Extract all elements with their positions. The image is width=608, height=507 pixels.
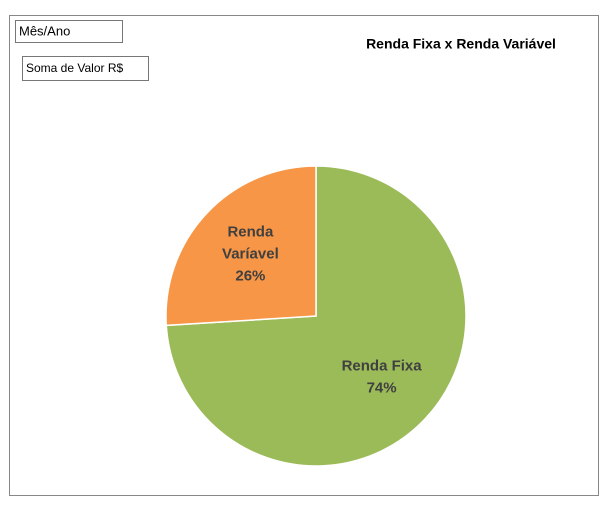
field-button-label[interactable]: Soma de Valor R$ [26,61,123,75]
field-button[interactable] [22,56,149,81]
slice-category-label: Renda Fixa [342,358,423,375]
slice-category-label: Renda Varíavel [222,223,279,262]
slice-value-label: 74% [367,380,397,397]
field-button[interactable] [15,20,123,43]
slice-value-label: 26% [235,267,265,284]
field-button-label[interactable]: Mês/Ano [19,23,70,38]
chart-title: Renda Fixa x Renda Variável [366,36,556,52]
pie-slice [165,165,317,327]
